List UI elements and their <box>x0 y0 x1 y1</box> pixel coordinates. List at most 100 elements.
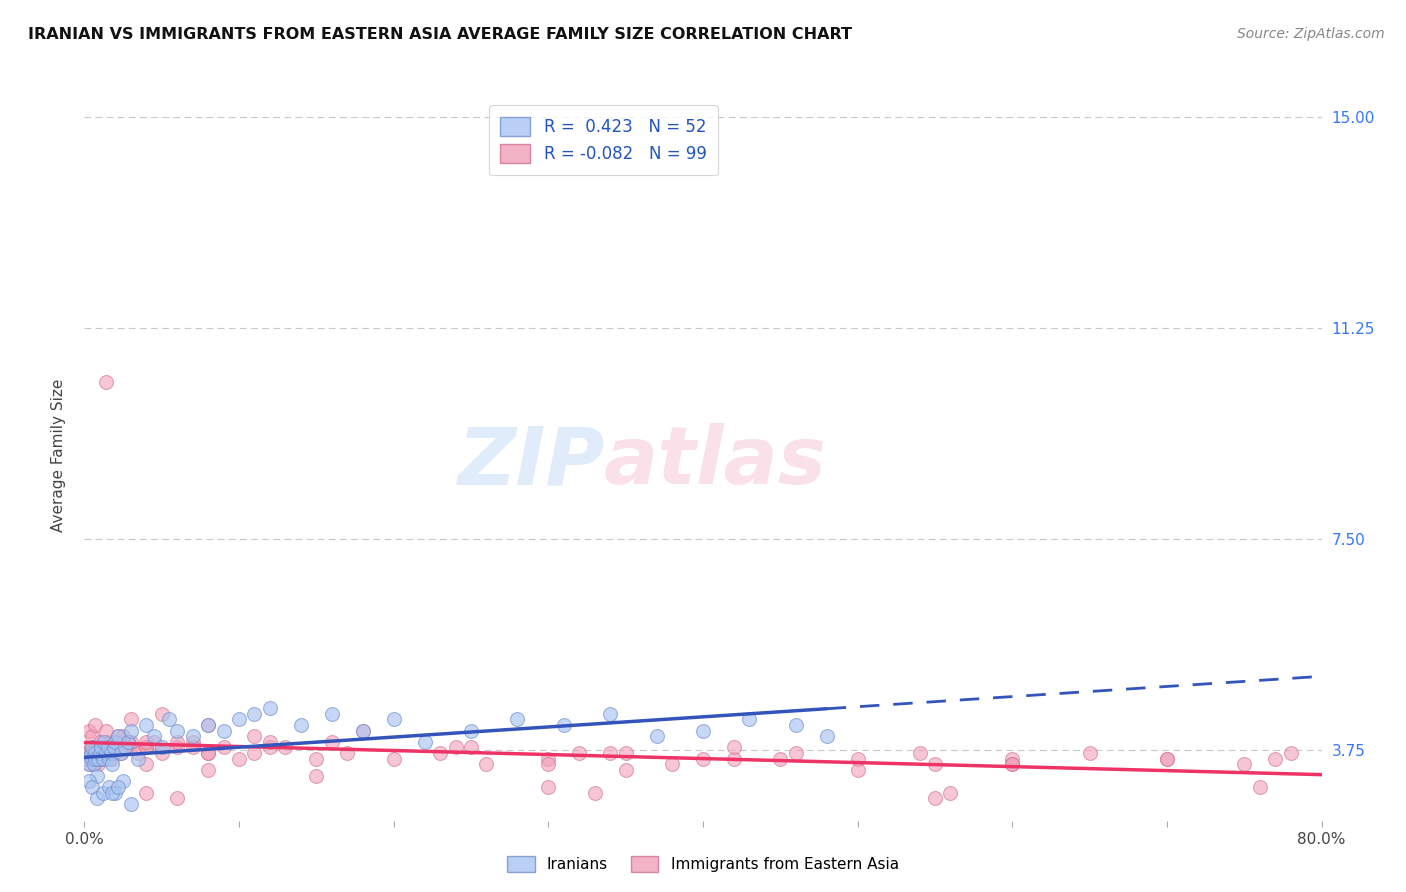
Point <box>321 735 343 749</box>
Point <box>1233 757 1256 772</box>
Point <box>429 746 451 760</box>
Point <box>692 723 714 738</box>
Point <box>79 746 101 760</box>
Point <box>336 746 359 760</box>
Point <box>76 752 98 766</box>
Point <box>723 740 745 755</box>
Point <box>135 735 157 749</box>
Point <box>94 746 117 760</box>
Point <box>112 729 135 743</box>
Point <box>537 780 560 794</box>
Point <box>1078 746 1101 760</box>
Point <box>98 746 121 760</box>
Point <box>212 740 235 755</box>
Point <box>83 757 105 772</box>
Point <box>583 785 606 799</box>
Point <box>110 746 132 760</box>
Point <box>924 757 946 772</box>
Point <box>84 752 107 766</box>
Point <box>103 740 125 755</box>
Point <box>444 740 467 755</box>
Point <box>1279 746 1302 760</box>
Point <box>82 746 104 760</box>
Point <box>274 740 297 755</box>
Point <box>114 740 136 755</box>
Point <box>100 746 122 760</box>
Point <box>197 718 219 732</box>
Point <box>77 757 100 772</box>
Point <box>290 718 312 732</box>
Point <box>87 757 110 772</box>
Point <box>82 729 104 743</box>
Point <box>114 740 136 755</box>
Point <box>769 752 792 766</box>
Point <box>97 735 120 749</box>
Point <box>128 752 150 766</box>
Point <box>104 785 127 799</box>
Point <box>86 769 108 783</box>
Point <box>599 706 621 721</box>
Point <box>76 746 98 760</box>
Point <box>846 752 869 766</box>
Point <box>94 723 117 738</box>
Point <box>197 763 219 777</box>
Point <box>413 735 436 749</box>
Point <box>305 752 328 766</box>
Point <box>228 752 250 766</box>
Point <box>117 735 139 749</box>
Point <box>135 718 157 732</box>
Point <box>150 706 173 721</box>
Text: Source: ZipAtlas.com: Source: ZipAtlas.com <box>1237 27 1385 41</box>
Point <box>166 791 188 805</box>
Point <box>120 735 142 749</box>
Point <box>553 718 575 732</box>
Point <box>91 785 114 799</box>
Point <box>89 740 111 755</box>
Point <box>83 757 105 772</box>
Point <box>135 740 157 755</box>
Point <box>84 752 107 766</box>
Text: IRANIAN VS IMMIGRANTS FROM EASTERN ASIA AVERAGE FAMILY SIZE CORRELATION CHART: IRANIAN VS IMMIGRANTS FROM EASTERN ASIA … <box>28 27 852 42</box>
Point <box>135 740 157 755</box>
Point <box>1001 752 1024 766</box>
Point <box>91 752 114 766</box>
Point <box>93 735 115 749</box>
Point <box>107 780 129 794</box>
Point <box>181 729 204 743</box>
Point <box>86 791 108 805</box>
Point <box>259 735 281 749</box>
Point <box>79 740 101 755</box>
Point <box>93 740 115 755</box>
Point <box>101 757 124 772</box>
Point <box>1001 757 1024 772</box>
Point <box>150 746 173 760</box>
Point <box>135 785 157 799</box>
Point <box>321 706 343 721</box>
Point <box>110 746 132 760</box>
Point <box>107 735 129 749</box>
Point <box>908 746 931 760</box>
Point <box>197 746 219 760</box>
Point <box>101 752 124 766</box>
Legend: R =  0.423   N = 52, R = -0.082   N = 99: R = 0.423 N = 52, R = -0.082 N = 99 <box>489 105 718 175</box>
Point <box>107 729 129 743</box>
Point <box>135 757 157 772</box>
Point <box>382 752 405 766</box>
Point <box>197 718 219 732</box>
Point <box>537 757 560 772</box>
Point <box>104 735 127 749</box>
Point <box>100 740 122 755</box>
Point <box>815 729 838 743</box>
Point <box>661 757 683 772</box>
Point <box>460 723 482 738</box>
Point <box>614 746 637 760</box>
Point <box>120 723 142 738</box>
Point <box>197 746 219 760</box>
Point <box>97 740 120 755</box>
Point <box>352 723 374 738</box>
Point <box>84 740 107 755</box>
Point <box>90 740 112 755</box>
Point <box>305 769 328 783</box>
Point <box>460 740 482 755</box>
Point <box>94 752 117 766</box>
